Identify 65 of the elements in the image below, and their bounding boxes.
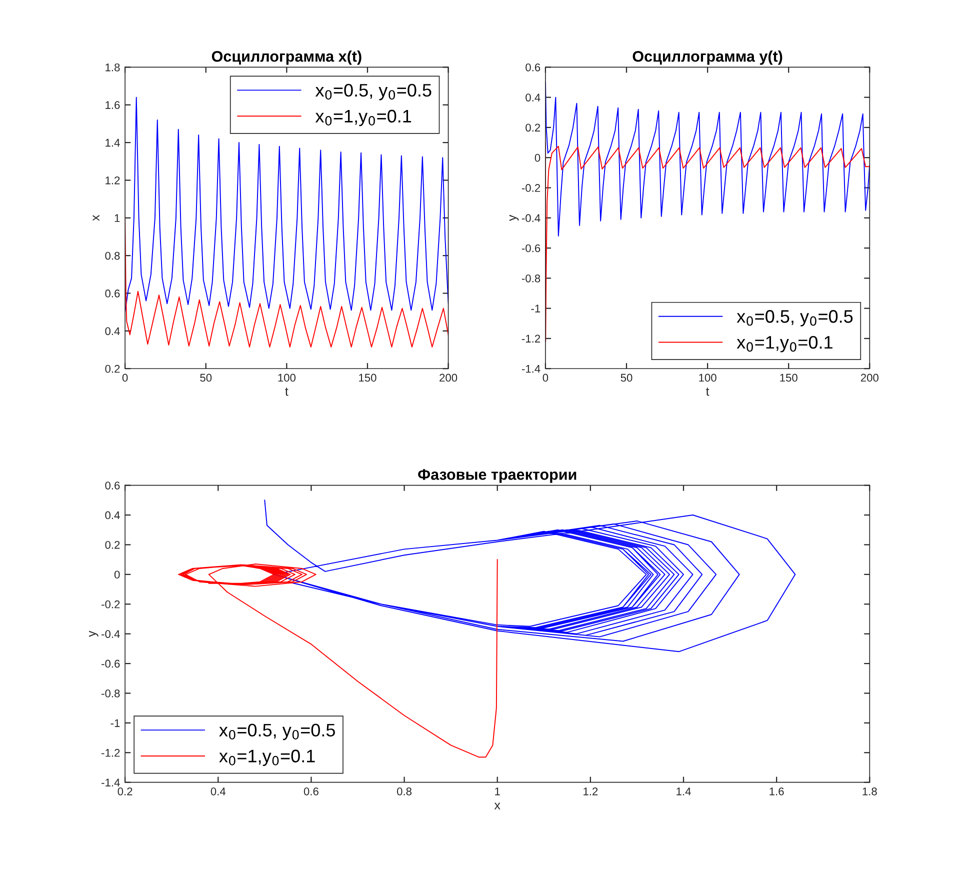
chart-title: Осциллограмма x(t) [212, 50, 362, 65]
x-tick-label: 150 [780, 374, 798, 382]
y-tick-label: -0.2 [522, 184, 540, 192]
y-tick-label: -0.6 [102, 660, 120, 668]
y-tick-label: 1.4 [106, 138, 120, 147]
legend-label: x$_{0}$=0.5, y$_{0}$=0.5 [315, 84, 432, 100]
x-tick-label: 0.4 [210, 787, 226, 796]
y-tick-label: 0.8 [105, 252, 120, 260]
y-tick-label: 0 [534, 154, 540, 162]
y-tick-label: -1.2 [522, 334, 540, 343]
y-axis-title: x [92, 214, 100, 221]
y-tick-label: 0.2 [105, 540, 120, 549]
chart-title: Осциллограмма y(t) [632, 50, 782, 65]
y-tick-label: -1 [531, 304, 540, 312]
y-tick-label: -1.4 [102, 778, 120, 786]
y-tick-label: -0.4 [522, 214, 540, 222]
y-tick-label: -1.4 [522, 365, 540, 373]
x-tick-label: 1 [495, 788, 500, 796]
legend-label: x$_{0}$=0.5, y$_{0}$=0.5 [219, 724, 335, 740]
x-tick-label: 0.6 [304, 787, 318, 796]
y-tick-label: 1.6 [106, 101, 120, 109]
y-tick-label: -1.2 [102, 748, 120, 757]
y-tick-label: -1 [110, 719, 120, 727]
y-tick-label: -0.8 [102, 690, 120, 698]
legend-label: x$_{0}$=0.5, y$_{0}$=0.5 [736, 310, 853, 326]
x-tick-label: 200 [860, 374, 878, 382]
y-tick-label: 1.8 [106, 63, 120, 72]
x-tick-label: 100 [699, 374, 716, 382]
y-tick-label: 1 [114, 214, 120, 222]
y-tick-label: -0.2 [102, 600, 120, 608]
y-tick-label: -0.4 [102, 630, 120, 638]
y-tick-label: 0 [114, 570, 120, 579]
chart-title: Фазовые траектории [418, 469, 576, 483]
y-axis-title: y [89, 630, 98, 637]
y-tick-label: 0.6 [526, 63, 540, 72]
x-tick-label: 1.8 [862, 787, 877, 796]
line-series [264, 500, 796, 652]
x-tick-label: 50 [620, 374, 632, 382]
y-tick-label: -0.8 [522, 274, 540, 282]
legend-label: x$_{0}$=1,y$_{0}$=0.1 [736, 336, 832, 352]
legend-label: x$_{0}$=1,y$_{0}$=0.1 [315, 110, 412, 126]
x-axis-title: t [285, 388, 288, 396]
x-tick-label: 50 [200, 374, 212, 382]
x-tick-label: 1.6 [770, 787, 784, 796]
y-tick-label: 0.4 [526, 94, 540, 102]
y-axis-title: y [509, 214, 519, 221]
y-tick-label: 0.2 [526, 124, 540, 132]
y-tick-label: 0.6 [105, 482, 120, 490]
y-tick-label: -0.6 [522, 244, 540, 252]
x-axis-title: x [494, 802, 500, 810]
legend-label: x$_{0}$=1,y$_{0}$=0.1 [219, 750, 315, 766]
x-tick-label: 0 [122, 374, 128, 382]
x-axis-title: t [706, 388, 710, 396]
y-tick-label: 1.2 [106, 176, 120, 184]
y-tick-label: 0.6 [105, 290, 120, 298]
x-tick-label: 0.8 [396, 787, 412, 796]
y-tick-label: 0.2 [105, 364, 120, 373]
x-tick-label: 0 [542, 374, 548, 382]
x-tick-label: 1.2 [584, 787, 598, 796]
x-tick-label: 150 [359, 374, 376, 382]
x-tick-label: 1.4 [676, 788, 691, 796]
y-tick-label: 0.4 [105, 511, 120, 520]
y-tick-label: 0.4 [105, 327, 120, 336]
x-tick-label: 100 [278, 374, 296, 382]
x-tick-label: 200 [440, 374, 458, 382]
